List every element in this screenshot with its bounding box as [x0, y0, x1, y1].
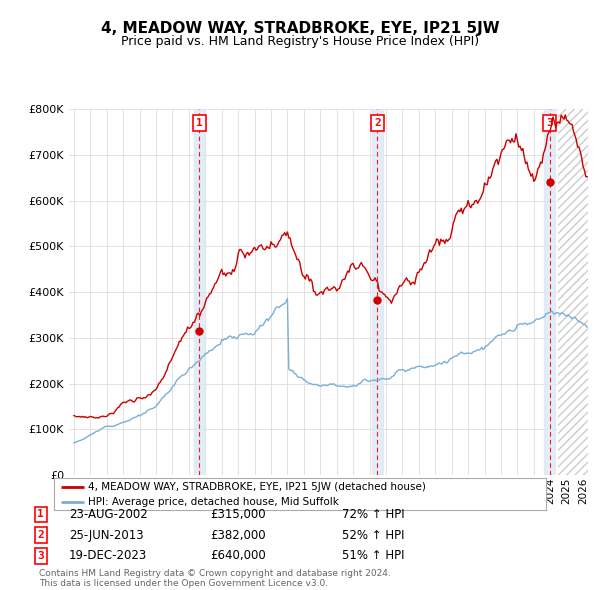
- Text: 4, MEADOW WAY, STRADBROKE, EYE, IP21 5JW: 4, MEADOW WAY, STRADBROKE, EYE, IP21 5JW: [101, 21, 499, 36]
- Bar: [559, 109, 588, 475]
- Text: 19-DEC-2023: 19-DEC-2023: [69, 549, 147, 562]
- Text: 52% ↑ HPI: 52% ↑ HPI: [342, 529, 404, 542]
- Text: 72% ↑ HPI: 72% ↑ HPI: [342, 508, 404, 521]
- Bar: [371, 109, 383, 475]
- Text: 2: 2: [37, 530, 44, 540]
- Text: 23-AUG-2002: 23-AUG-2002: [69, 508, 148, 521]
- Text: 51% ↑ HPI: 51% ↑ HPI: [342, 549, 404, 562]
- Bar: [194, 109, 205, 475]
- Text: 3: 3: [546, 118, 553, 128]
- Text: £315,000: £315,000: [210, 508, 266, 521]
- Text: 1: 1: [37, 510, 44, 519]
- Text: Price paid vs. HM Land Registry's House Price Index (HPI): Price paid vs. HM Land Registry's House …: [121, 35, 479, 48]
- Bar: [544, 109, 556, 475]
- Text: £382,000: £382,000: [210, 529, 266, 542]
- Text: 1: 1: [196, 118, 203, 128]
- Text: 3: 3: [37, 551, 44, 560]
- Text: 2: 2: [374, 118, 381, 128]
- Text: HPI: Average price, detached house, Mid Suffolk: HPI: Average price, detached house, Mid …: [88, 497, 340, 507]
- Text: 4, MEADOW WAY, STRADBROKE, EYE, IP21 5JW (detached house): 4, MEADOW WAY, STRADBROKE, EYE, IP21 5JW…: [88, 482, 427, 492]
- Text: 25-JUN-2013: 25-JUN-2013: [69, 529, 143, 542]
- Text: £640,000: £640,000: [210, 549, 266, 562]
- Text: Contains HM Land Registry data © Crown copyright and database right 2024.
This d: Contains HM Land Registry data © Crown c…: [39, 569, 391, 588]
